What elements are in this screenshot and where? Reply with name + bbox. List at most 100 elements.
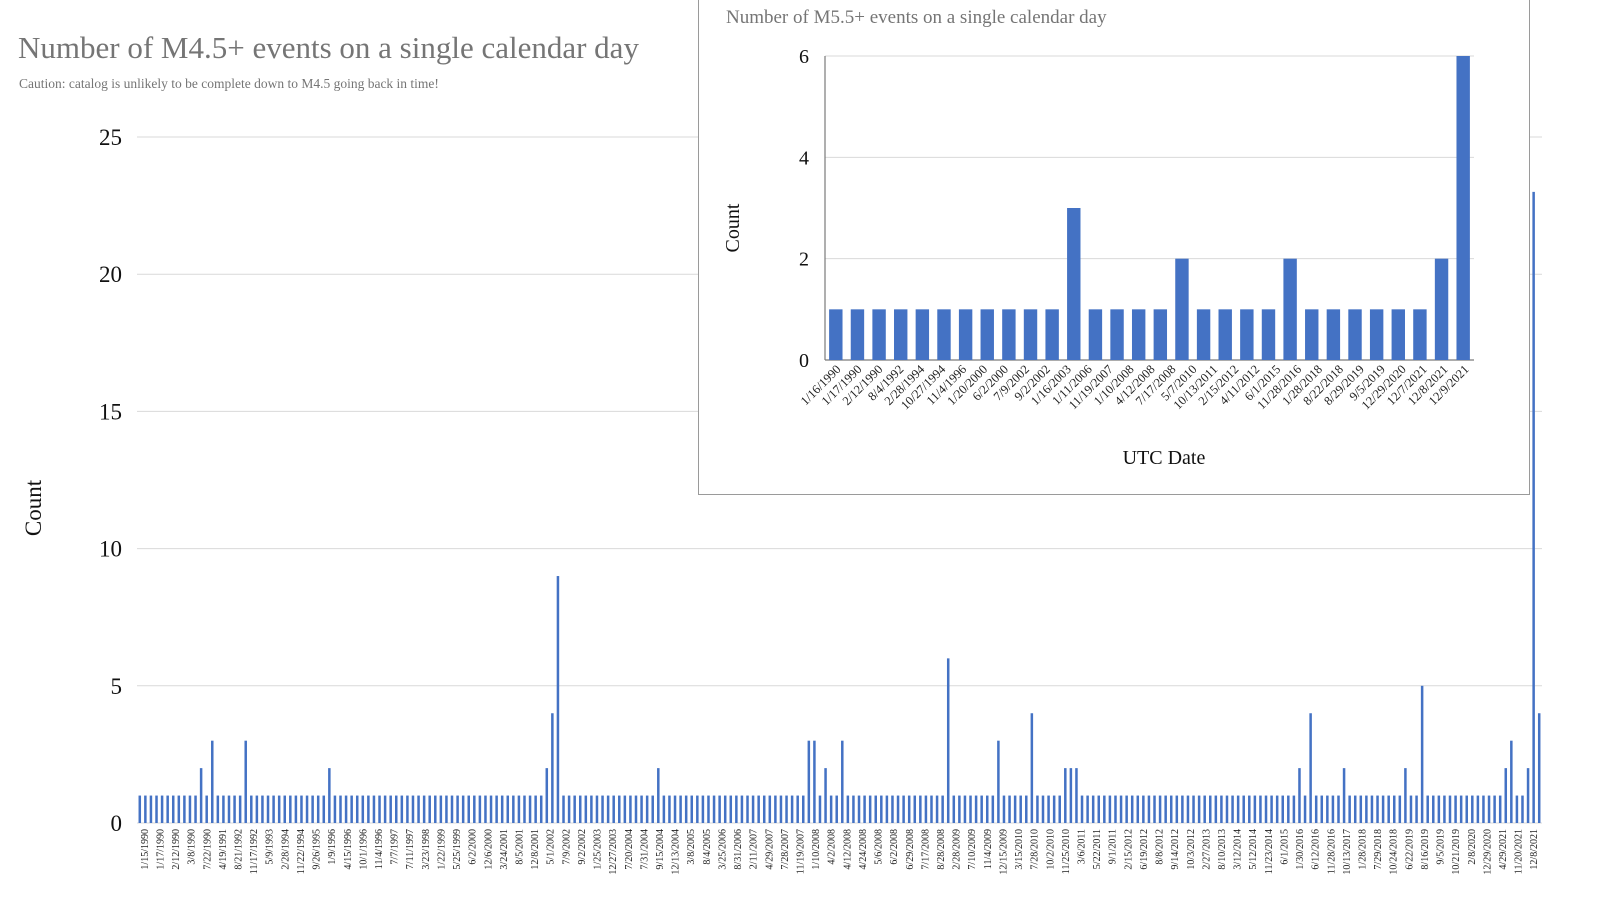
main-x-tick-label: 5/6/2008	[874, 829, 885, 865]
main-x-tick-label: 4/15/1996	[343, 829, 354, 870]
main-bar	[1537, 713, 1541, 823]
main-x-tick-label: 8/8/2012	[1155, 829, 1166, 865]
main-bar	[891, 795, 894, 823]
main-x-tick-label: 1/25/2003	[593, 829, 604, 870]
main-x-tick-label: 4/19/1991	[218, 829, 229, 870]
main-bar	[378, 795, 381, 823]
main-bar	[428, 795, 431, 823]
main-x-tick-label: 6/2/2000	[468, 829, 479, 865]
main-x-tick-label: 4/12/2008	[842, 829, 853, 870]
main-bar	[411, 795, 415, 823]
main-x-tick-label: 1/10/2008	[811, 829, 822, 870]
main-bar	[155, 795, 158, 823]
main-bar	[216, 795, 220, 823]
main-bar	[484, 795, 487, 823]
main-x-tick-label: 3/6/2011	[1076, 829, 1087, 864]
main-bar	[807, 740, 811, 823]
main-bar	[946, 658, 950, 823]
main-bar	[623, 795, 627, 823]
main-bar	[1058, 795, 1061, 823]
main-bar	[283, 795, 287, 823]
main-x-tick-label: 10/24/2018	[1389, 829, 1400, 875]
main-bar	[489, 795, 493, 823]
main-x-tick-label: 10/21/2019	[1451, 829, 1462, 875]
inset-bar	[1456, 56, 1470, 360]
main-bar	[1231, 795, 1234, 823]
main-bar	[662, 795, 666, 823]
main-x-tick-label: 4/2/2008	[827, 829, 838, 865]
main-bar	[913, 795, 917, 823]
inset-bar	[1326, 309, 1341, 360]
main-bar	[1220, 795, 1223, 823]
main-x-tick-label: 2/12/1990	[171, 829, 182, 870]
main-bar	[818, 795, 822, 823]
main-x-tick-label: 3/15/2010	[1014, 829, 1025, 870]
main-bar	[1275, 795, 1279, 823]
main-bar	[1359, 795, 1363, 823]
main-bar	[690, 795, 694, 823]
main-bar	[1376, 795, 1379, 823]
main-bar	[1459, 795, 1463, 823]
main-bar	[1108, 795, 1112, 823]
main-x-tick-label: 9/14/2012	[1170, 829, 1181, 870]
main-bar	[746, 795, 749, 823]
main-bar	[1119, 795, 1123, 823]
main-x-tick-label: 7/9/2002	[561, 829, 572, 865]
main-bar	[551, 713, 554, 823]
main-bar	[935, 795, 939, 823]
main-bar	[450, 795, 454, 823]
main-x-tick-label: 8/21/1992	[233, 829, 244, 870]
main-bar	[1103, 795, 1106, 823]
main-x-tick-label: 6/2/2008	[889, 829, 900, 865]
main-x-tick-label: 11/4/2009	[983, 829, 994, 869]
main-x-tick-label: 9/15/2004	[655, 829, 666, 870]
inset-bar	[958, 309, 973, 360]
main-bar	[1487, 795, 1491, 823]
main-bar	[1225, 795, 1229, 823]
inset-bar	[1348, 309, 1362, 360]
main-bar	[1326, 795, 1329, 823]
main-y-tick-label: 0	[111, 811, 123, 836]
main-bar	[673, 795, 677, 823]
main-bar	[1370, 795, 1374, 823]
inset-x-axis-label: UTC Date	[1123, 447, 1206, 469]
main-bar	[227, 795, 231, 823]
main-bar	[902, 795, 905, 823]
main-bar	[1270, 795, 1273, 823]
main-x-tick-label: 8/4/2005	[702, 829, 713, 865]
main-bar	[1114, 795, 1117, 823]
main-bar	[1320, 795, 1324, 823]
main-bar	[1437, 795, 1441, 823]
main-bar	[751, 795, 755, 823]
main-bar	[1069, 768, 1073, 823]
main-bar	[723, 795, 727, 823]
inset-bar	[915, 309, 930, 360]
main-bar	[712, 795, 716, 823]
main-bar	[311, 795, 314, 823]
main-x-tick-label: 3/23/1998	[421, 829, 432, 870]
main-bar	[1013, 795, 1017, 823]
inset-x-ticks: 1/16/19901/17/19902/12/19908/4/19922/28/…	[798, 362, 1472, 413]
main-x-tick-label: 12/29/2020	[1482, 829, 1493, 875]
main-bar	[595, 795, 599, 823]
main-x-tick-label: 11/22/1994	[296, 829, 307, 874]
main-x-tick-label: 3/24/2001	[499, 829, 510, 870]
main-bar	[1075, 768, 1078, 823]
main-bar	[896, 795, 900, 823]
main-x-tick-label: 6/22/2019	[1404, 829, 1415, 870]
main-bar	[1130, 795, 1134, 823]
main-bar	[991, 795, 995, 823]
main-x-tick-label: 11/19/2007	[795, 829, 806, 874]
main-bar	[1510, 740, 1513, 823]
main-x-tick-label: 8/10/2013	[1217, 829, 1228, 870]
main-bar	[1404, 768, 1407, 823]
inset-bar	[1045, 309, 1059, 360]
main-bar	[1476, 795, 1480, 823]
main-bar	[478, 795, 482, 823]
inset-bar	[1067, 208, 1081, 360]
main-bar	[779, 795, 783, 823]
main-bar	[768, 795, 772, 823]
main-bar	[506, 795, 510, 823]
main-bar	[813, 740, 816, 823]
main-bar	[1008, 795, 1011, 823]
